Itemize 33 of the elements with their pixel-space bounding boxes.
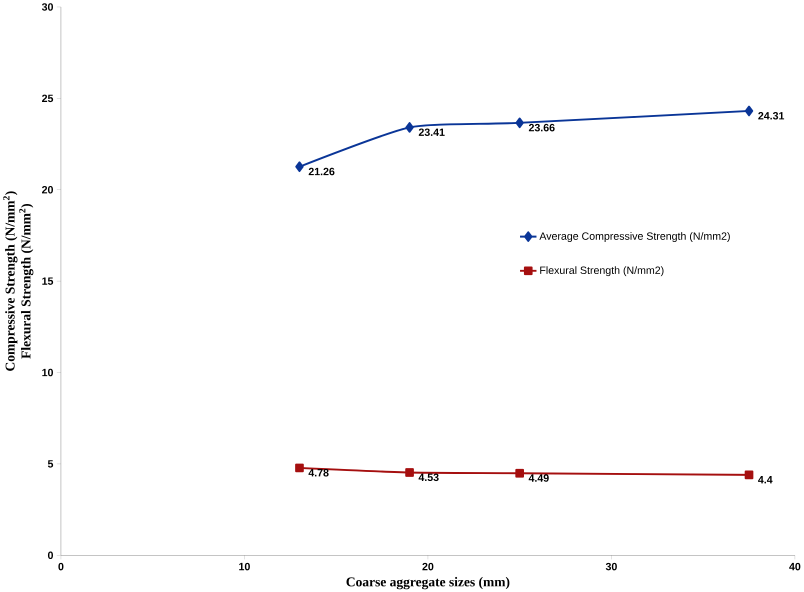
y-tick-label: 5 — [48, 460, 54, 468]
x-tick-label: 40 — [789, 562, 800, 570]
x-tick-label: 10 — [239, 562, 250, 570]
point — [744, 105, 754, 116]
x-axis-title: Coarse aggregate sizes (mm) — [346, 576, 510, 590]
data-label: 4.53 — [418, 473, 439, 481]
y-tick-label: 0 — [48, 551, 53, 559]
data-label: 4.49 — [528, 474, 549, 482]
legend-label: Average Compressive Strength (N/mm2) — [539, 232, 730, 242]
point — [405, 468, 414, 477]
y-tick-label: 10 — [42, 368, 53, 376]
data-label: 24.31 — [758, 112, 784, 120]
y-tick-label: 30 — [42, 2, 53, 10]
x-tick-label: 0 — [58, 562, 64, 570]
point — [515, 468, 524, 478]
point — [295, 463, 304, 472]
data-label: 4.4 — [758, 476, 773, 484]
data-label: 23.66 — [528, 124, 555, 132]
point — [405, 122, 414, 132]
legend-label: Flexural Strength (N/mm2) — [540, 266, 664, 276]
point — [744, 470, 754, 479]
x-tick-label: 30 — [606, 562, 617, 570]
y-axis-title: Compressive Strength (N/mm$^{2}$) — [3, 191, 18, 371]
text: Flexural Strength (N/mm$^{2}$) — [19, 204, 34, 358]
point — [295, 161, 304, 172]
y-tick-label: 25 — [42, 94, 54, 102]
y-tick-label: 20 — [42, 186, 53, 194]
x-tick-label: 20 — [422, 562, 434, 570]
y-tick-label: 15 — [42, 277, 54, 285]
point — [515, 117, 524, 128]
data-label: 23.41 — [418, 128, 445, 136]
data-label: 4.78 — [308, 468, 329, 476]
data-label: 21.26 — [308, 168, 334, 176]
